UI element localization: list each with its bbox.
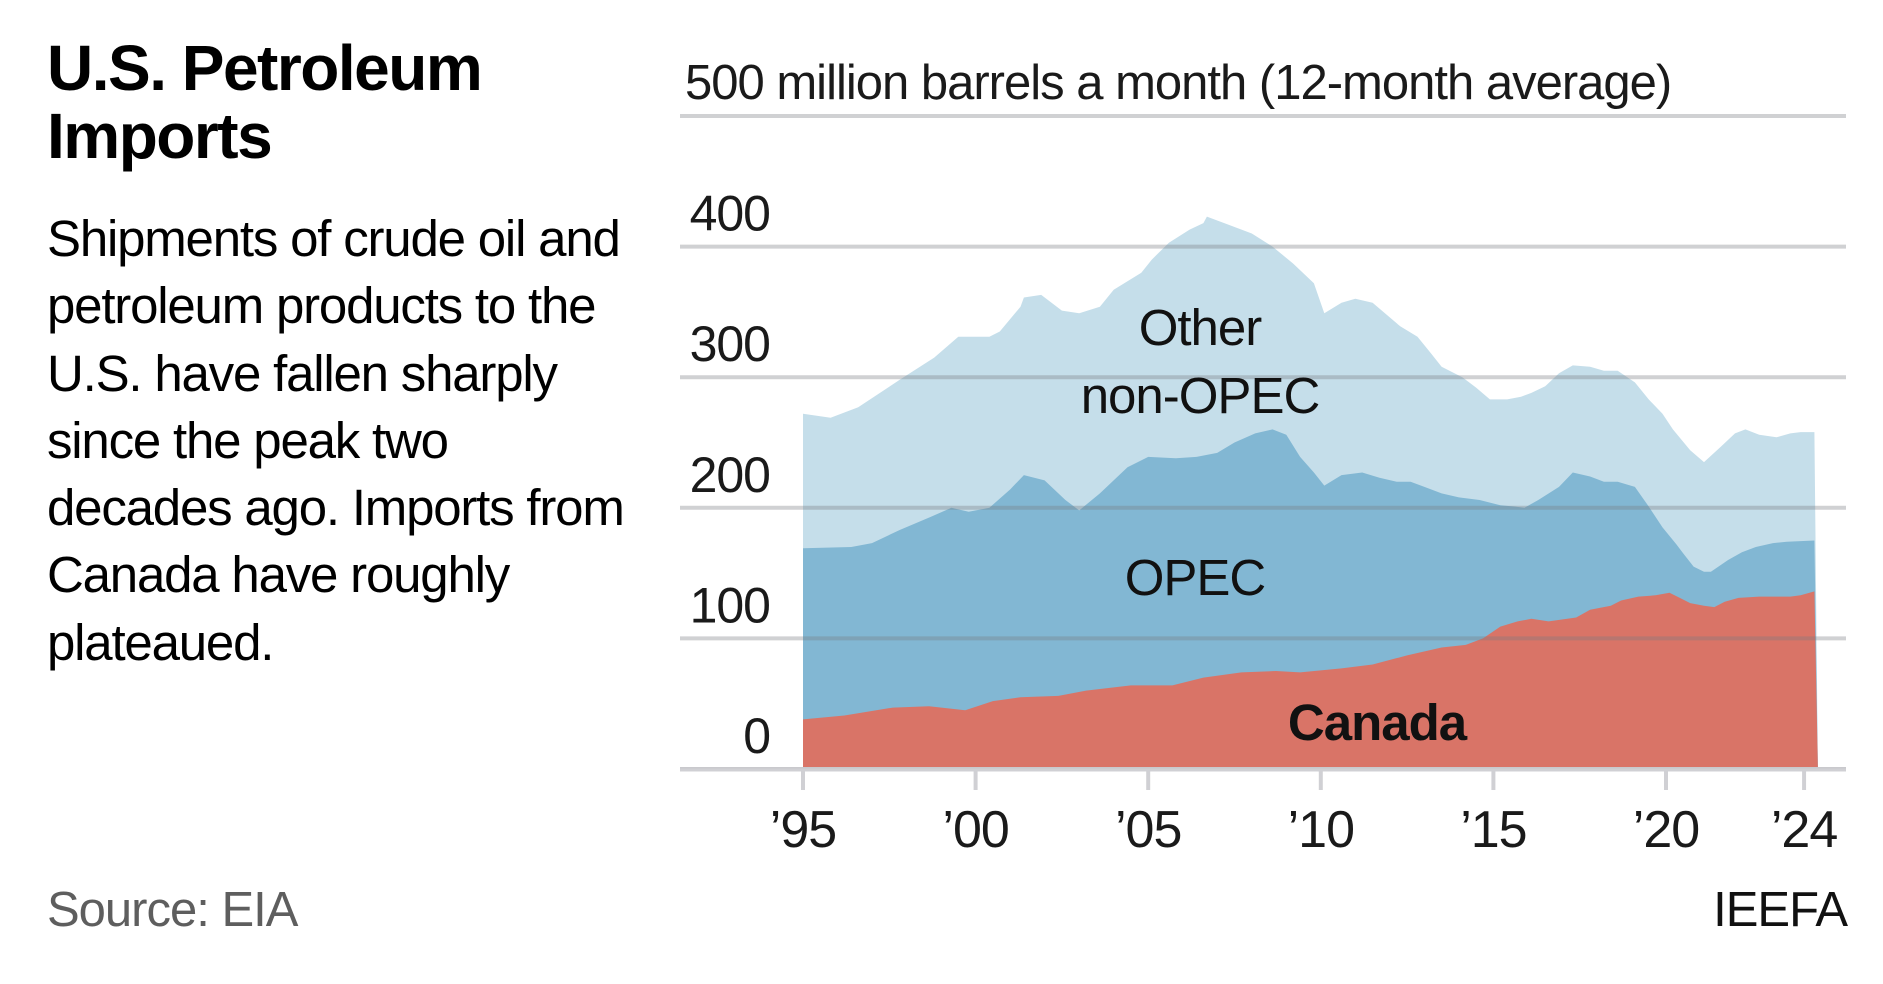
label-opec: OPEC [1125,549,1266,606]
label-other-non-opec-line1: Other [1139,299,1263,356]
x-tick-label: ’95 [770,801,836,859]
y-axis-labels: 0 100 200 300 400 [690,186,771,764]
area-layer [803,216,1818,770]
x-tick-label: ’15 [1460,801,1526,859]
x-tick-label: ’24 [1771,801,1837,859]
area-canada [803,591,1818,769]
series-labels: Other non-OPEC OPEC Canada [1081,299,1469,751]
y-tick-label: 300 [690,316,770,372]
y-tick-label: 200 [690,447,770,503]
chart-title: U.S. Petroleum Imports [47,32,483,172]
y-axis-title: 500 million barrels a month (12-month av… [685,56,1671,110]
y-tick-label: 400 [690,186,770,242]
source-note: Source: EIA [47,883,298,937]
x-axis-labels: ’95 ’00 ’05 ’10 ’15 ’20 ’24 [770,801,1839,859]
label-canada: Canada [1288,694,1468,751]
y-tick-label: 100 [690,577,770,633]
credit-logo: IEEFA [1713,883,1848,937]
chart-description: Shipments of crude oil and petroleum pro… [47,210,625,671]
x-tick-label: ’10 [1288,801,1354,859]
gridlines [680,114,1846,772]
x-tick-label: ’05 [1115,801,1181,859]
y-tick-label: 0 [743,708,770,764]
label-other-non-opec-line2: non-OPEC [1081,367,1320,424]
x-tick-label: ’20 [1633,801,1699,859]
x-tick-label: ’00 [942,801,1008,859]
x-axis-ticks [801,769,1807,790]
